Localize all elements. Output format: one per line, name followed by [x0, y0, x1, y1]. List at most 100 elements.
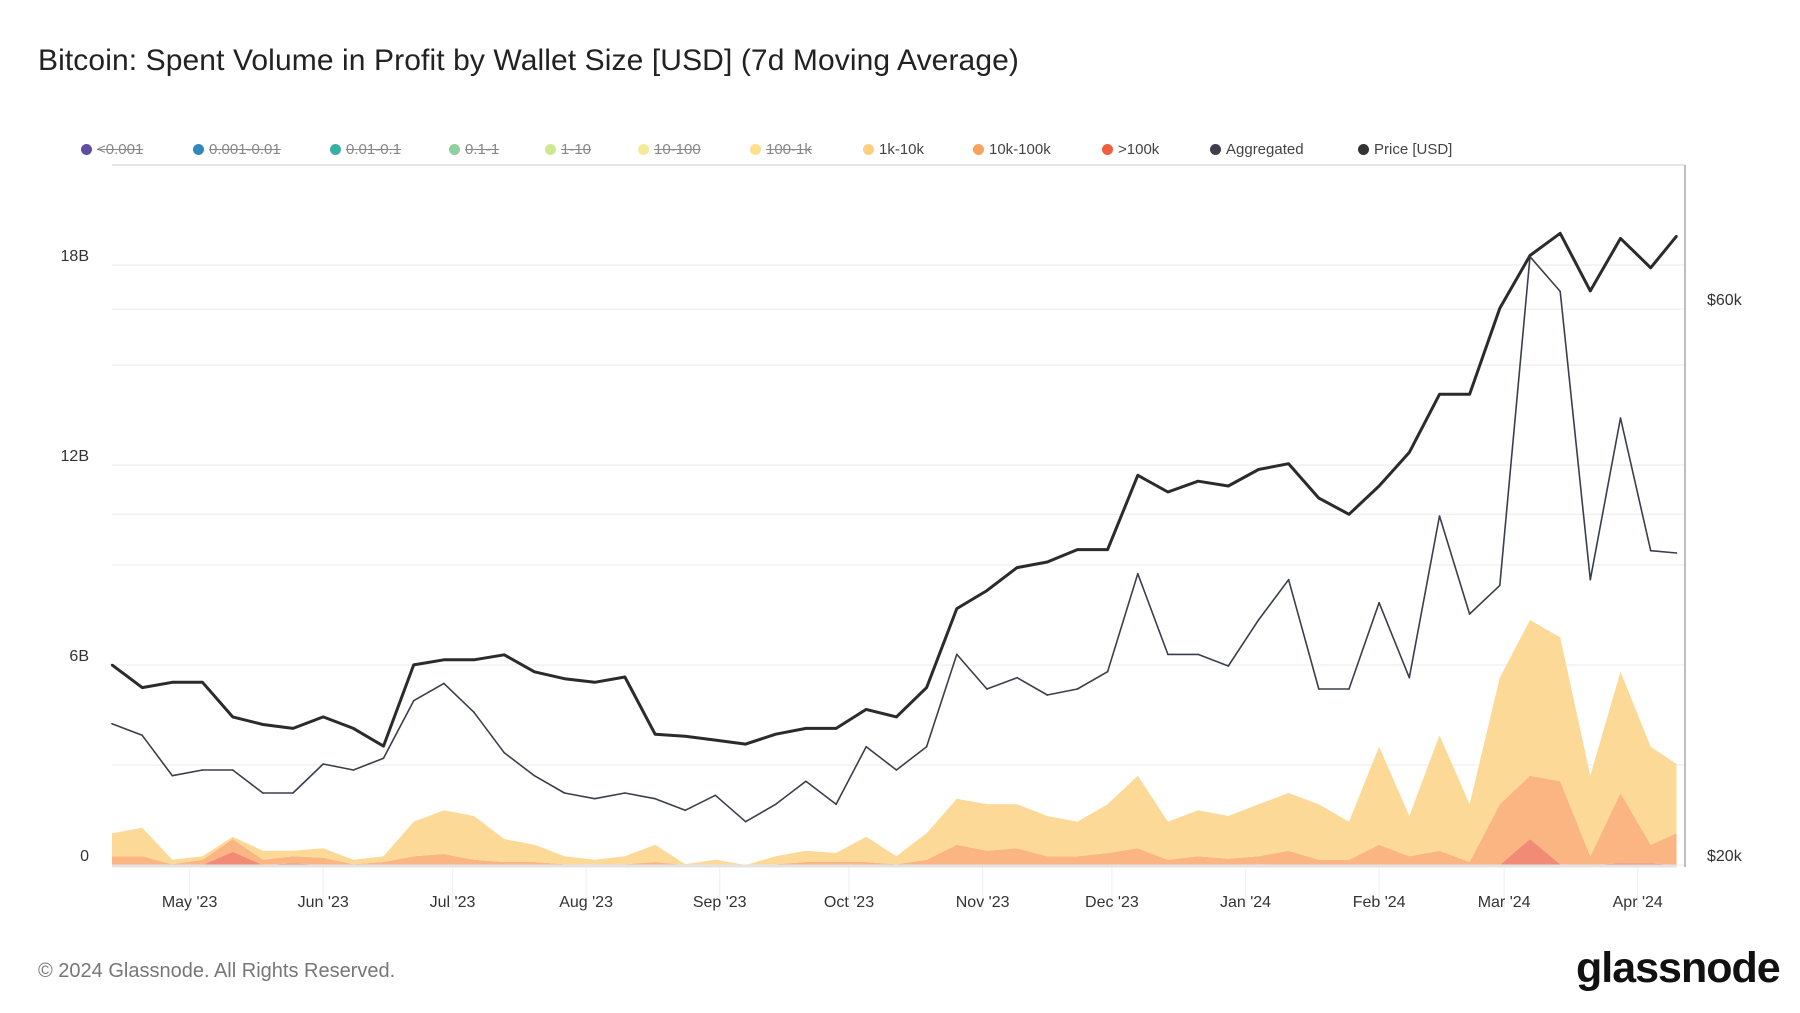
- aggregated-point: [1076, 688, 1079, 690]
- price-point: [684, 734, 687, 738]
- legend-item-1-10[interactable]: 1-10: [545, 141, 591, 158]
- price-point: [291, 727, 295, 730]
- price-point: [653, 732, 657, 736]
- aggregated-point: [533, 774, 536, 777]
- price-point: [382, 744, 385, 748]
- legend-item-0-1-1[interactable]: 0.1-1: [449, 141, 499, 158]
- aggregated-point: [1136, 572, 1139, 575]
- aggregated-point: [1287, 578, 1290, 581]
- y-right-tick-label: $60k: [1707, 292, 1743, 309]
- aggregated-point: [1559, 290, 1561, 293]
- price-point: [1558, 232, 1562, 235]
- price-point: [503, 653, 506, 656]
- price-point: [1528, 254, 1532, 257]
- price-point: [1675, 234, 1678, 238]
- legend-item--100k[interactable]: >100k: [1102, 141, 1159, 158]
- price-point: [1287, 462, 1290, 465]
- aggregated-point: [1589, 578, 1592, 581]
- price-point: [1227, 484, 1230, 488]
- price-point: [985, 589, 989, 592]
- aggregated-point: [1468, 613, 1471, 615]
- aggregated-point: [382, 757, 385, 760]
- price-point: [804, 727, 808, 730]
- legend-dot-icon: [81, 144, 92, 155]
- aggregated-point: [1675, 552, 1678, 554]
- x-tick-label: Dec '23: [1085, 894, 1139, 911]
- legend-item-0-001-0-01[interactable]: 0.001-0.01: [193, 141, 281, 158]
- aggregated-point: [805, 780, 807, 783]
- x-tick-label: Jan '24: [1220, 894, 1271, 911]
- legend-label: 10k-100k: [989, 141, 1051, 158]
- aggregated-point: [111, 722, 113, 725]
- legend-dot-icon: [193, 144, 204, 155]
- aggregated-point: [1378, 601, 1380, 604]
- price-point: [1196, 480, 1200, 483]
- price-point: [1136, 474, 1139, 477]
- y-left-tick-label: 18B: [61, 248, 89, 265]
- aggregated-line: [111, 255, 1677, 823]
- copyright-footer: © 2024 Glassnode. All Rights Reserved.: [38, 960, 396, 982]
- legend-dot-icon: [1102, 144, 1113, 155]
- aggregated-point: [262, 792, 264, 794]
- price-point: [321, 715, 325, 719]
- legend-item-price-usd-[interactable]: Price [USD]: [1358, 141, 1452, 158]
- price-point: [623, 675, 627, 679]
- aggregated-point: [171, 774, 174, 777]
- legend-item-100-1k[interactable]: 100-1k: [750, 141, 812, 158]
- y-left-tick-label: 12B: [61, 448, 89, 465]
- aggregated-point: [593, 797, 596, 800]
- legend-item-10-100[interactable]: 10-100: [638, 141, 701, 158]
- legend-dot-icon: [449, 144, 460, 155]
- aggregated-point: [895, 769, 898, 771]
- price-point: [593, 681, 596, 684]
- aggregated-point: [986, 688, 988, 690]
- aggregated-point: [865, 745, 868, 748]
- price-point: [231, 715, 234, 719]
- price-point: [1015, 566, 1019, 569]
- aggregated-point: [1016, 676, 1018, 679]
- price-point: [1498, 307, 1502, 310]
- price-point: [865, 708, 868, 711]
- aggregated-point: [412, 699, 415, 702]
- legend-item-1k-10k[interactable]: 1k-10k: [863, 141, 924, 158]
- price-point: [1649, 266, 1652, 270]
- legend-item-10k-100k[interactable]: 10k-100k: [973, 141, 1051, 158]
- legend-dot-icon: [973, 144, 984, 155]
- aggregated-point: [141, 734, 143, 737]
- glassnode-logo: glassnode: [1576, 944, 1781, 992]
- price-point: [201, 681, 204, 684]
- aggregated-point: [1348, 688, 1350, 690]
- aggregated-point: [774, 803, 777, 806]
- aggregated-point: [835, 803, 837, 806]
- price-point: [714, 738, 717, 742]
- legend-label: Aggregated: [1226, 141, 1304, 158]
- legend-dot-icon: [638, 144, 649, 155]
- price-point: [895, 715, 898, 719]
- legend-item--0-001[interactable]: <0.001: [81, 141, 143, 158]
- x-tick-label: Nov '23: [956, 894, 1010, 911]
- area-gt-100k: [112, 839, 1677, 865]
- aggregated-point: [352, 769, 355, 771]
- aggregated-point: [231, 769, 234, 771]
- price-point: [171, 681, 174, 684]
- price-point: [1106, 548, 1109, 551]
- price-point: [955, 607, 958, 610]
- y-left-tick-label: 6B: [69, 648, 89, 665]
- legend-dot-icon: [330, 144, 341, 155]
- legend-label: 0.001-0.01: [209, 141, 281, 158]
- legend-label: 1k-10k: [879, 141, 925, 158]
- y-left-tick-label: 0: [80, 848, 89, 865]
- x-tick-label: Oct '23: [824, 894, 874, 911]
- price-point: [412, 663, 415, 667]
- legend-label: Price [USD]: [1374, 141, 1453, 158]
- legend-item-0-01-0-1[interactable]: 0.01-0.1: [330, 141, 401, 158]
- price-point: [1619, 237, 1622, 240]
- price-point: [1408, 451, 1411, 454]
- price-point: [834, 727, 838, 730]
- legend-label: 1-10: [561, 141, 592, 158]
- aggregated-point: [201, 769, 204, 771]
- legend-item-aggregated[interactable]: Aggregated: [1210, 141, 1304, 158]
- area-1k-10k: [112, 620, 1677, 865]
- aggregated-point: [684, 809, 687, 812]
